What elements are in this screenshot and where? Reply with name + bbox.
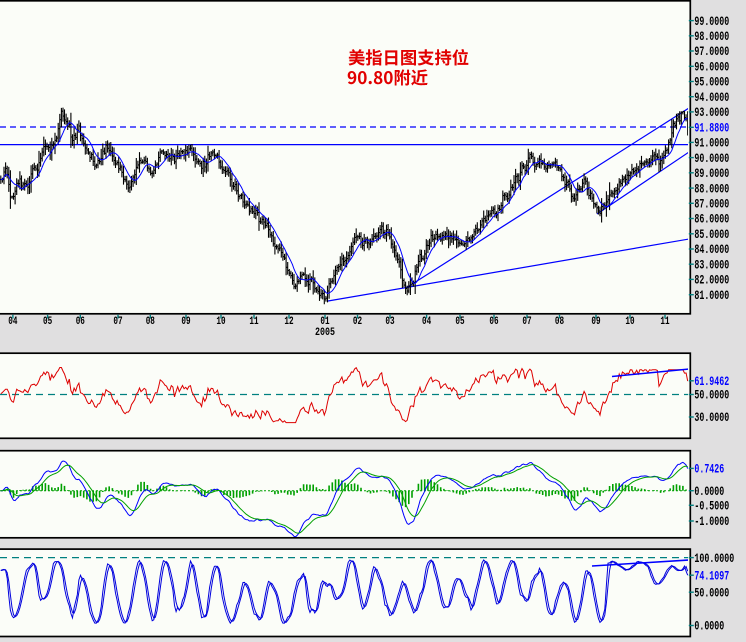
- svg-text:09: 09: [591, 316, 600, 328]
- svg-text:50.0000: 50.0000: [694, 389, 729, 403]
- svg-text:84.0000: 84.0000: [694, 243, 729, 257]
- svg-text:85.0000: 85.0000: [694, 228, 729, 242]
- svg-text:88.0000: 88.0000: [694, 182, 729, 196]
- svg-text:12: 12: [284, 316, 293, 328]
- svg-text:0.0000: 0.0000: [694, 485, 724, 499]
- svg-text:89.0000: 89.0000: [694, 167, 729, 181]
- svg-text:100.0000: 100.0000: [694, 552, 734, 566]
- svg-text:10: 10: [625, 316, 634, 328]
- svg-text:09: 09: [181, 316, 190, 328]
- svg-text:11: 11: [249, 316, 259, 328]
- svg-text:04: 04: [8, 316, 18, 328]
- svg-text:99.0000: 99.0000: [694, 15, 729, 29]
- svg-text:05: 05: [455, 316, 464, 328]
- svg-text:83.0000: 83.0000: [694, 258, 729, 272]
- svg-text:91.0000: 91.0000: [694, 137, 729, 151]
- svg-text:93.0000: 93.0000: [694, 106, 729, 120]
- svg-text:08: 08: [146, 316, 155, 328]
- svg-text:98.0000: 98.0000: [694, 30, 729, 44]
- svg-text:05: 05: [43, 316, 52, 328]
- svg-text:0.7426: 0.7426: [694, 463, 724, 477]
- svg-text:06: 06: [489, 316, 498, 328]
- svg-text:03: 03: [385, 316, 394, 328]
- svg-text:04: 04: [422, 316, 432, 328]
- svg-text:2005: 2005: [315, 327, 335, 339]
- svg-text:82.0000: 82.0000: [694, 274, 729, 288]
- svg-text:87.0000: 87.0000: [694, 198, 729, 212]
- svg-text:96.0000: 96.0000: [694, 61, 729, 75]
- svg-text:07: 07: [113, 316, 122, 328]
- svg-text:-1.0000: -1.0000: [694, 515, 729, 529]
- svg-text:81.0000: 81.0000: [694, 289, 729, 303]
- svg-text:0.0000: 0.0000: [694, 620, 724, 634]
- svg-text:11: 11: [660, 316, 670, 328]
- svg-text:30.0000: 30.0000: [694, 411, 729, 425]
- svg-text:01: 01: [320, 316, 330, 328]
- svg-text:50.0000: 50.0000: [694, 586, 729, 600]
- svg-text:94.0000: 94.0000: [694, 91, 729, 105]
- svg-text:02: 02: [353, 316, 362, 328]
- svg-text:06: 06: [76, 316, 85, 328]
- svg-text:07: 07: [522, 316, 531, 328]
- svg-text:97.0000: 97.0000: [694, 45, 729, 59]
- svg-text:08: 08: [555, 316, 564, 328]
- svg-text:-0.5000: -0.5000: [694, 500, 729, 514]
- svg-text:86.0000: 86.0000: [694, 213, 729, 227]
- svg-text:95.0000: 95.0000: [694, 76, 729, 90]
- svg-text:91.8800: 91.8800: [694, 122, 729, 136]
- svg-text:10: 10: [216, 316, 225, 328]
- svg-text:74.1097: 74.1097: [694, 569, 729, 583]
- svg-text:90.0000: 90.0000: [694, 152, 729, 166]
- svg-text:61.9462: 61.9462: [694, 375, 729, 389]
